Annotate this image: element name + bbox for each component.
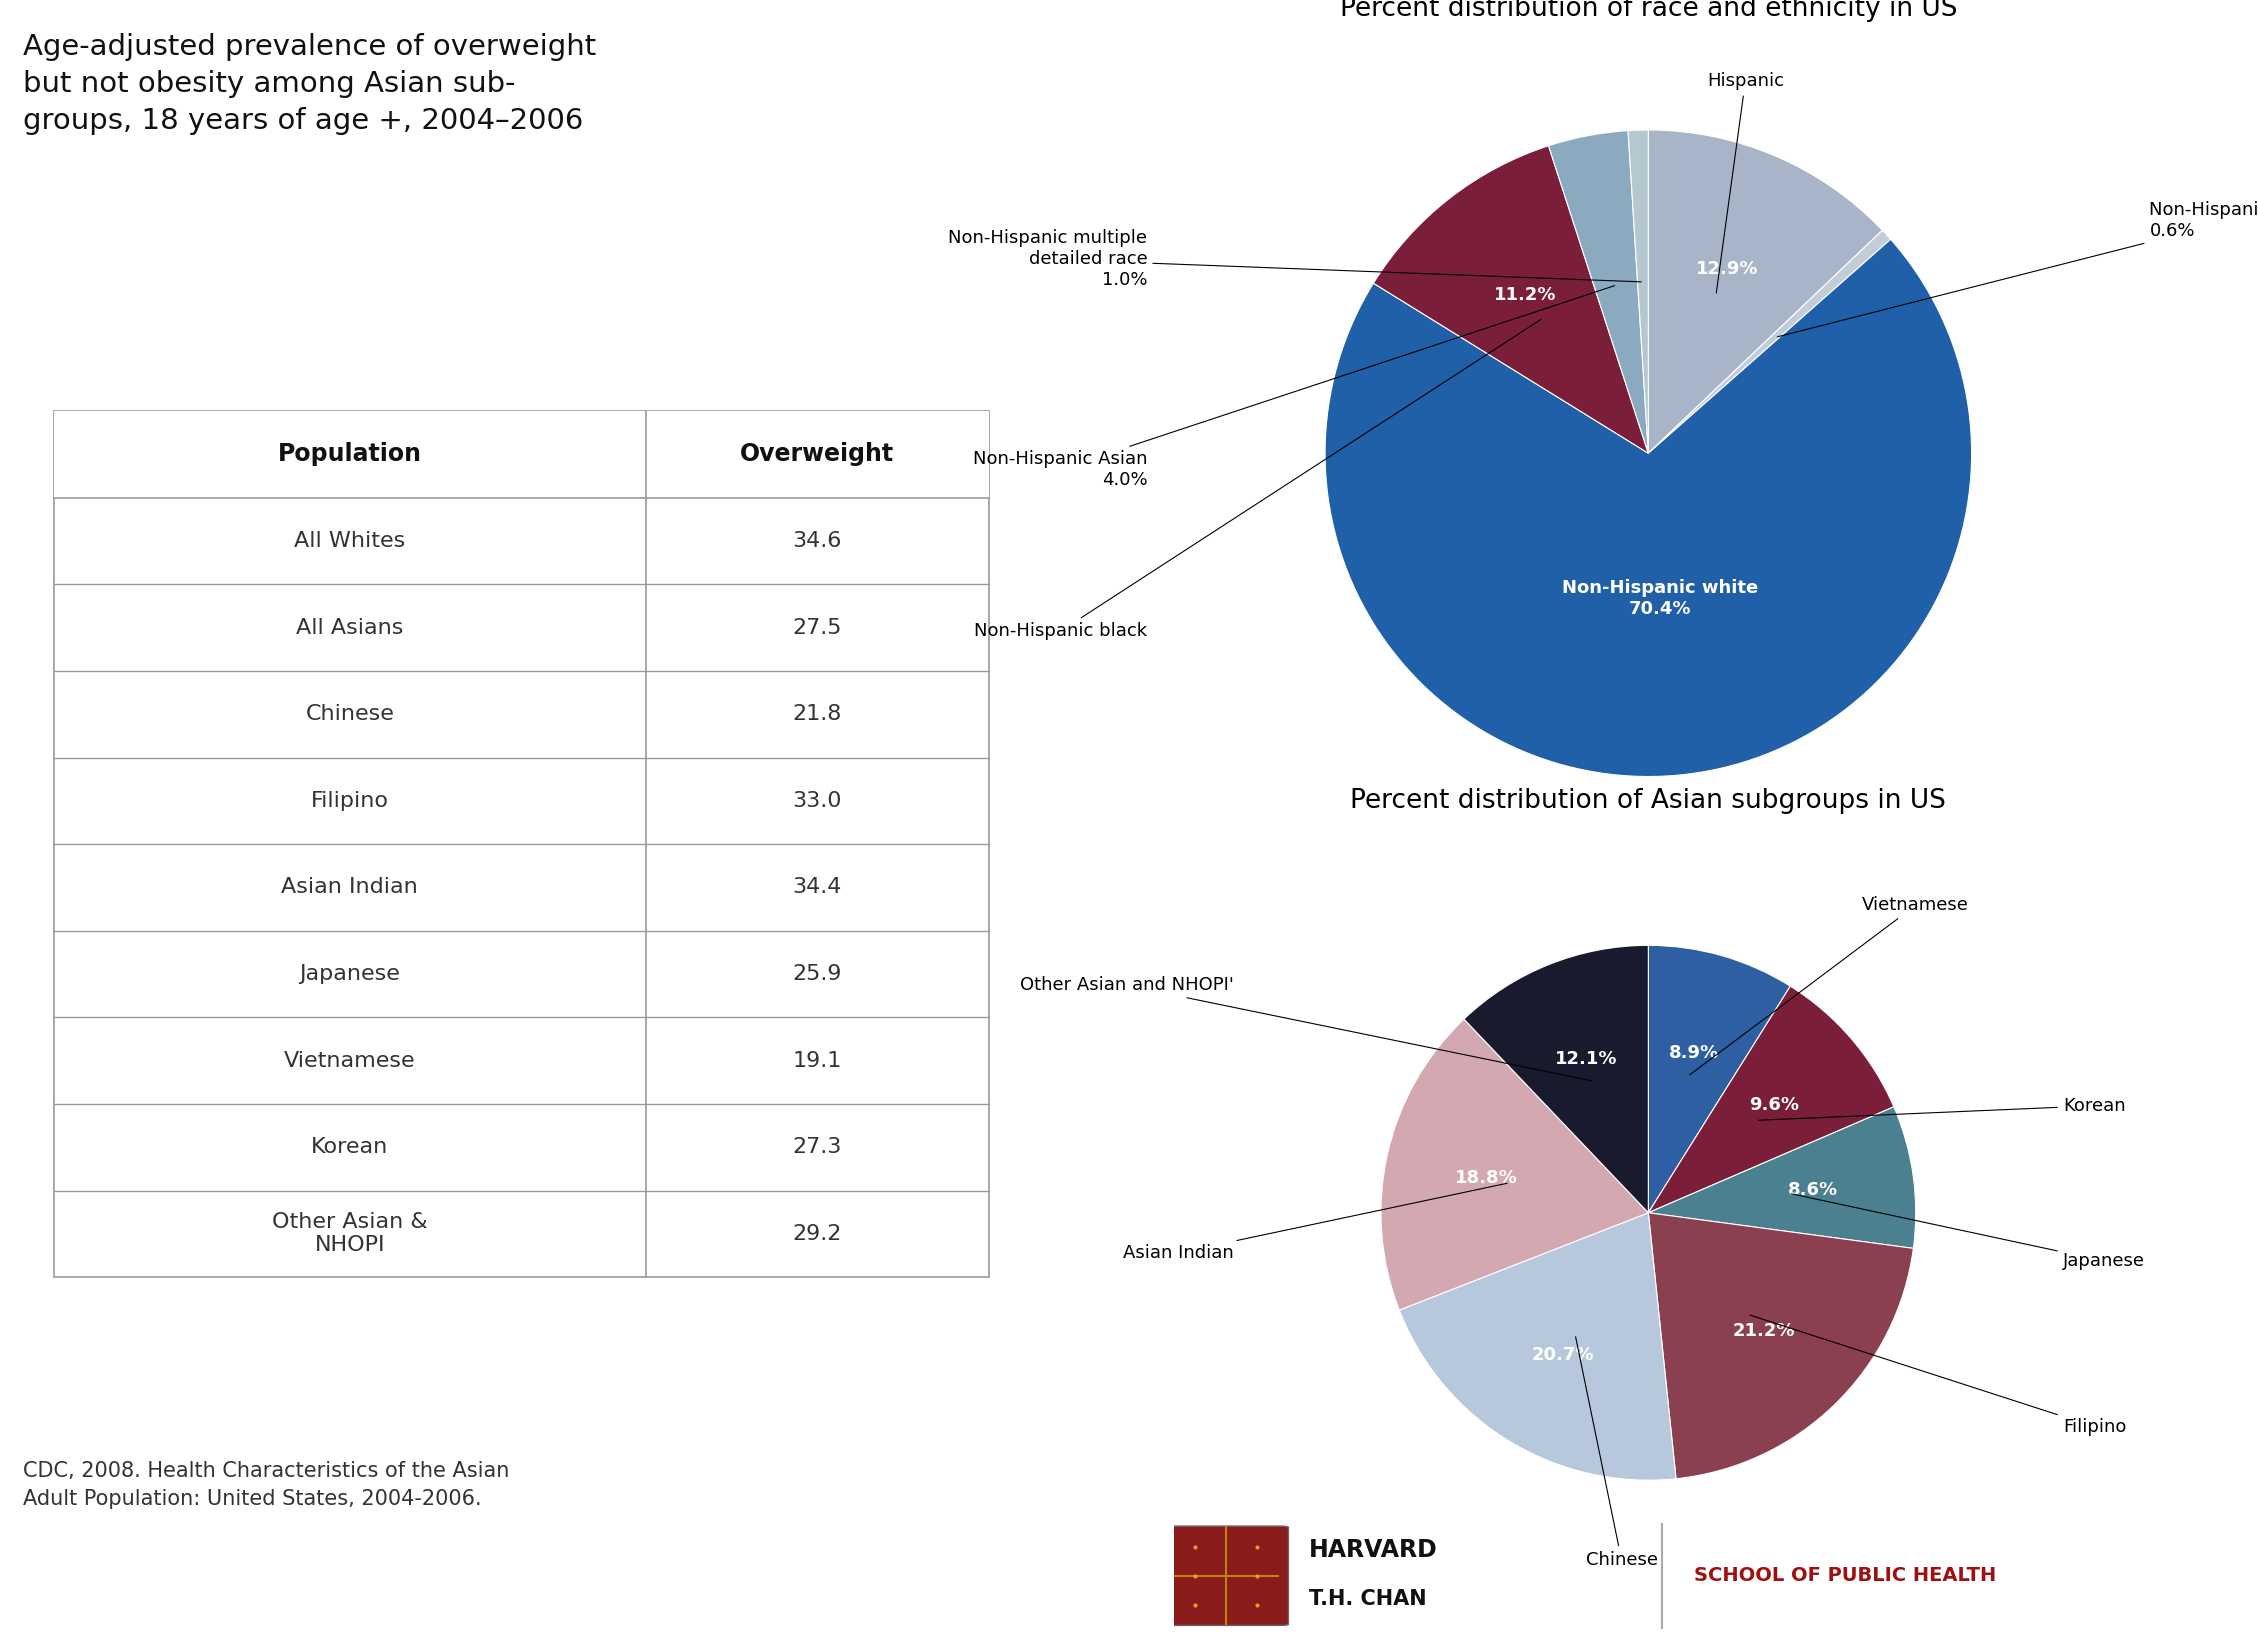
FancyBboxPatch shape <box>1163 1526 1289 1625</box>
Text: All Whites: All Whites <box>294 531 406 551</box>
Text: Japanese: Japanese <box>300 964 400 983</box>
Text: 20.7%: 20.7% <box>1531 1346 1594 1363</box>
Wedge shape <box>1382 1020 1648 1310</box>
Title: Percent distribution of race and ethnicity in US: Percent distribution of race and ethnici… <box>1339 0 1958 23</box>
FancyBboxPatch shape <box>54 411 989 498</box>
Wedge shape <box>1400 1213 1675 1480</box>
Text: Chinese: Chinese <box>305 705 395 724</box>
Text: SCHOOL OF PUBLIC HEALTH: SCHOOL OF PUBLIC HEALTH <box>1694 1566 1996 1586</box>
Text: 25.9: 25.9 <box>793 964 842 983</box>
Text: 8.9%: 8.9% <box>1669 1044 1718 1063</box>
Text: 11.2%: 11.2% <box>1495 285 1556 304</box>
Text: 33.0: 33.0 <box>793 790 842 810</box>
Title: Percent distribution of Asian subgroups in US: Percent distribution of Asian subgroups … <box>1350 789 1946 815</box>
Text: Japanese: Japanese <box>1791 1195 2145 1270</box>
Wedge shape <box>1648 987 1894 1213</box>
Text: CDC, 2008. Health Characteristics of the Asian
Adult Population: United States, : CDC, 2008. Health Characteristics of the… <box>23 1462 508 1510</box>
Text: 12.1%: 12.1% <box>1554 1049 1617 1068</box>
Text: Non-Hispanic Asian
4.0%: Non-Hispanic Asian 4.0% <box>973 285 1614 488</box>
Text: T.H. CHAN: T.H. CHAN <box>1310 1589 1427 1609</box>
Text: 29.2: 29.2 <box>793 1224 842 1244</box>
Text: Population: Population <box>278 442 422 467</box>
Text: 27.3: 27.3 <box>793 1137 842 1157</box>
Text: Asian Indian: Asian Indian <box>282 878 418 898</box>
Text: 27.5: 27.5 <box>793 617 842 637</box>
Text: Chinese: Chinese <box>1576 1336 1657 1569</box>
Wedge shape <box>1549 130 1648 454</box>
Text: Filipino: Filipino <box>312 790 388 810</box>
Text: Asian Indian: Asian Indian <box>1122 1183 1506 1262</box>
Wedge shape <box>1463 945 1648 1213</box>
Text: HARVARD: HARVARD <box>1310 1538 1438 1563</box>
Wedge shape <box>1648 945 1791 1213</box>
Text: Hispanic: Hispanic <box>1707 73 1784 294</box>
FancyBboxPatch shape <box>54 411 989 1277</box>
Wedge shape <box>1648 130 1883 454</box>
Text: Age-adjusted prevalence of overweight
but not obesity among Asian sub-
groups, 1: Age-adjusted prevalence of overweight bu… <box>23 33 596 135</box>
Text: Vietnamese: Vietnamese <box>1689 896 1969 1074</box>
Text: 19.1: 19.1 <box>793 1051 842 1071</box>
Text: Korean: Korean <box>1759 1097 2125 1120</box>
Wedge shape <box>1648 231 1890 454</box>
Wedge shape <box>1373 145 1648 454</box>
Text: Filipino: Filipino <box>1750 1315 2127 1436</box>
Text: Other Asian &
NHOPI: Other Asian & NHOPI <box>271 1213 427 1256</box>
Text: 9.6%: 9.6% <box>1750 1096 1800 1114</box>
Text: 34.6: 34.6 <box>793 531 842 551</box>
Text: 21.8: 21.8 <box>793 705 842 724</box>
Text: Other Asian and NHOPI': Other Asian and NHOPI' <box>1021 977 1592 1081</box>
Wedge shape <box>1648 1107 1915 1249</box>
Text: All Asians: All Asians <box>296 617 404 637</box>
Text: Non-Hispanic AIAN
0.6%: Non-Hispanic AIAN 0.6% <box>1777 201 2258 337</box>
Wedge shape <box>1325 239 1971 777</box>
Text: 21.2%: 21.2% <box>1732 1322 1795 1340</box>
Text: Non-Hispanic multiple
detailed race
1.0%: Non-Hispanic multiple detailed race 1.0% <box>948 229 1642 289</box>
Text: Overweight: Overweight <box>741 442 894 467</box>
Text: Non-Hispanic black: Non-Hispanic black <box>973 320 1540 640</box>
Text: Vietnamese: Vietnamese <box>285 1051 415 1071</box>
Text: 8.6%: 8.6% <box>1788 1181 1838 1200</box>
Wedge shape <box>1648 1213 1913 1478</box>
Text: Korean: Korean <box>312 1137 388 1157</box>
Text: Non-Hispanic white
70.4%: Non-Hispanic white 70.4% <box>1563 579 1759 617</box>
Text: 34.4: 34.4 <box>793 878 842 898</box>
Wedge shape <box>1628 130 1648 454</box>
Text: 12.9%: 12.9% <box>1696 261 1759 279</box>
Text: 18.8%: 18.8% <box>1454 1168 1517 1186</box>
